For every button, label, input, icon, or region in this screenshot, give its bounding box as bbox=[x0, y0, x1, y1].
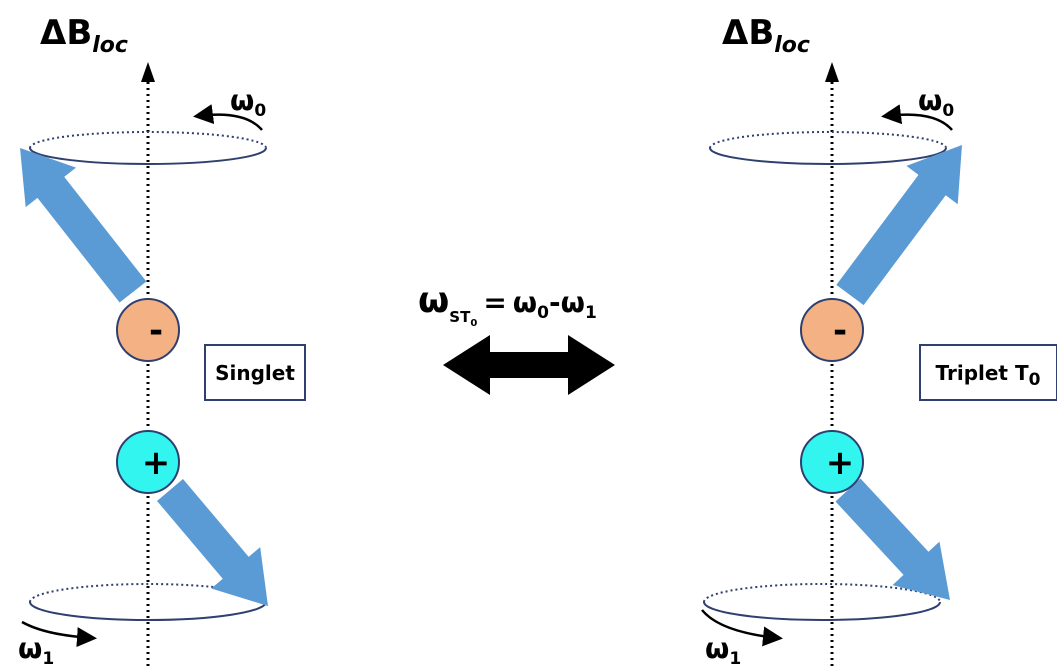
orbit-front bbox=[29, 601, 267, 621]
orbit-front bbox=[709, 147, 947, 165]
spin-arrow bbox=[157, 479, 268, 606]
double-arrow bbox=[443, 335, 615, 395]
spin-arrow bbox=[20, 148, 147, 303]
state-label: Triplet T0 bbox=[936, 361, 1041, 390]
rotation-arrow bbox=[701, 609, 783, 647]
charge-sign: + bbox=[826, 443, 855, 483]
spin-arrow bbox=[835, 478, 950, 600]
rotation-arrow bbox=[881, 104, 953, 131]
axis-arrowhead bbox=[825, 62, 839, 82]
rotation-label: ω1 bbox=[18, 632, 54, 666]
orbit-back bbox=[29, 583, 267, 603]
charge-sign: - bbox=[833, 311, 847, 351]
charge-sign: + bbox=[142, 443, 171, 483]
state-label: Singlet bbox=[215, 361, 295, 385]
orbit-back bbox=[709, 131, 947, 149]
state-box bbox=[204, 344, 306, 401]
negative-charge bbox=[800, 298, 864, 362]
orbit-back bbox=[29, 131, 267, 149]
axis-label: ΔBloc bbox=[40, 13, 128, 58]
positive-charge bbox=[116, 430, 180, 494]
spin-arrow bbox=[836, 145, 962, 306]
frequency-formula: ωST0= ω0-ω1 bbox=[418, 280, 597, 329]
rotation-label: ω1 bbox=[705, 632, 741, 666]
state-box bbox=[919, 344, 1057, 401]
orbit-back bbox=[703, 583, 941, 603]
rotation-label: ω0 bbox=[918, 84, 954, 121]
rotation-arrow bbox=[193, 104, 263, 131]
orbit-front bbox=[29, 147, 267, 165]
positive-charge bbox=[800, 430, 864, 494]
rotation-arrow bbox=[21, 620, 97, 648]
rotation-label: ω0 bbox=[230, 84, 266, 121]
axis-arrowhead bbox=[141, 62, 155, 82]
axis-label: ΔBloc bbox=[722, 13, 810, 58]
orbit-front bbox=[703, 601, 941, 621]
negative-charge bbox=[116, 298, 180, 362]
charge-sign: - bbox=[149, 311, 163, 351]
shapes bbox=[20, 62, 962, 666]
